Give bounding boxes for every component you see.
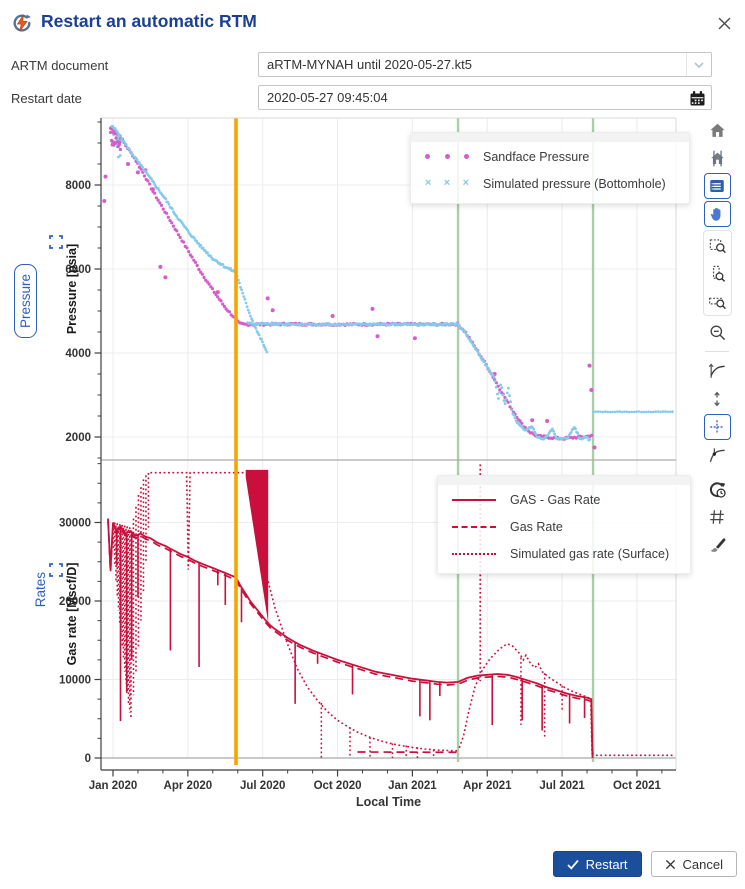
pressure-legend[interactable]: Sandface Pressure Simulated pressure (Bo… [410, 132, 690, 204]
chart-area[interactable]: Jan 2020 Apr 2020 Jul 2020 Oct 2020 Jan 2021… [0, 0, 745, 830]
svg-text:Jan 2021: Jan 2021 [388, 780, 437, 792]
pressure-rates-chart: Jan 2020 Apr 2020 Jul 2020 Oct 2020 Jan 2021… [59, 117, 677, 809]
restart-button[interactable]: Restart [552, 851, 642, 877]
svg-text:Gas rate [Mscf/D]: Gas rate [Mscf/D] [65, 563, 79, 666]
close-icon[interactable] [715, 14, 733, 32]
zoom-window-icon[interactable] [704, 232, 731, 258]
zoom-out-icon[interactable] [704, 319, 731, 345]
svg-text:4000: 4000 [65, 348, 91, 360]
solid-line-icon [452, 498, 496, 501]
history-icon[interactable] [704, 476, 731, 502]
dot-marker-icon [425, 154, 469, 159]
artm-document-input[interactable] [259, 53, 711, 76]
rates-legend[interactable]: GAS - Gas Rate Gas Rate Simulated gas ra… [437, 475, 691, 574]
calendar-icon[interactable] [689, 90, 706, 107]
cancel-button-label: Cancel [682, 856, 723, 872]
legend-item-simulated-pressure[interactable]: Simulated pressure (Bottomhole) [425, 170, 677, 197]
expand-pressure-icon[interactable] [49, 235, 63, 249]
svg-text:Jul 2020: Jul 2020 [240, 780, 285, 792]
restart-date-input[interactable] [259, 86, 711, 109]
legend-item-gas-rate[interactable]: Gas Rate [452, 513, 678, 540]
curve-point-icon[interactable] [704, 442, 731, 468]
crosshair-icon[interactable] [703, 414, 731, 440]
expand-rates-icon[interactable] [49, 563, 63, 577]
svg-text:Oct 2021: Oct 2021 [613, 780, 662, 792]
rates-tab[interactable]: Rates [33, 572, 48, 608]
artm-restart-icon [13, 14, 31, 32]
legend-icon[interactable] [703, 173, 731, 199]
svg-text:Oct 2020: Oct 2020 [314, 780, 362, 792]
svg-text:8000: 8000 [65, 180, 91, 192]
pressure-tab[interactable]: Pressure [14, 264, 37, 339]
restart-date-field [258, 85, 712, 110]
zoom-vertical-icon[interactable] [704, 260, 731, 286]
home-icon[interactable] [704, 117, 731, 143]
restart-date-label: Restart date [11, 91, 82, 106]
legend-label: Gas Rate [510, 519, 563, 534]
dialog-title: Restart an automatic RTM [41, 11, 257, 31]
svg-text:Pressure [psia]: Pressure [psia] [65, 244, 79, 334]
svg-text:6000: 6000 [65, 264, 91, 276]
legend-item-simulated-gas-rate[interactable]: Simulated gas rate (Surface) [452, 540, 678, 567]
svg-text:Jul 2021: Jul 2021 [539, 780, 585, 792]
svg-text:10000: 10000 [59, 675, 91, 687]
svg-text:0: 0 [85, 753, 91, 765]
dotted-line-icon [452, 552, 496, 555]
legend-label: Simulated pressure (Bottomhole) [483, 176, 666, 191]
svg-text:Local Time: Local Time [356, 795, 421, 809]
zoom-tools-group [702, 230, 732, 316]
legend-label: GAS - Gas Rate [510, 492, 601, 507]
svg-text:2000: 2000 [65, 432, 91, 444]
legend-label: Simulated gas rate (Surface) [510, 546, 670, 561]
svg-text:Apr 2020: Apr 2020 [164, 780, 213, 792]
dashed-line-icon [452, 525, 496, 528]
chevron-down-icon[interactable] [686, 53, 711, 76]
svg-text:20000: 20000 [59, 596, 91, 608]
artm-document-combobox [258, 52, 712, 77]
scale-curve-icon[interactable] [704, 358, 731, 384]
chart-toolbar [699, 116, 735, 559]
x-marker-icon [425, 178, 469, 189]
toolbar-divider [705, 351, 729, 352]
zoom-horizontal-icon[interactable] [704, 288, 731, 314]
svg-text:Jan 2020: Jan 2020 [89, 780, 138, 792]
pan-icon[interactable] [703, 201, 731, 227]
legend-item-sandface-pressure[interactable]: Sandface Pressure [425, 143, 677, 170]
fit-vertical-icon[interactable] [704, 386, 731, 412]
svg-text:30000: 30000 [59, 518, 91, 530]
brush-icon[interactable] [704, 532, 731, 558]
cancel-button[interactable]: Cancel [650, 851, 737, 877]
svg-text:Apr 2021: Apr 2021 [463, 780, 512, 792]
dialog-footer: Restart Cancel [552, 851, 737, 877]
restart-button-label: Restart [585, 856, 628, 872]
legend-item-gas-gas-rate[interactable]: GAS - Gas Rate [452, 486, 678, 513]
grid-icon[interactable] [704, 504, 731, 530]
home-axes-icon[interactable] [704, 145, 731, 171]
legend-label: Sandface Pressure [483, 149, 590, 164]
artm-document-label: ARTM document [11, 58, 109, 73]
